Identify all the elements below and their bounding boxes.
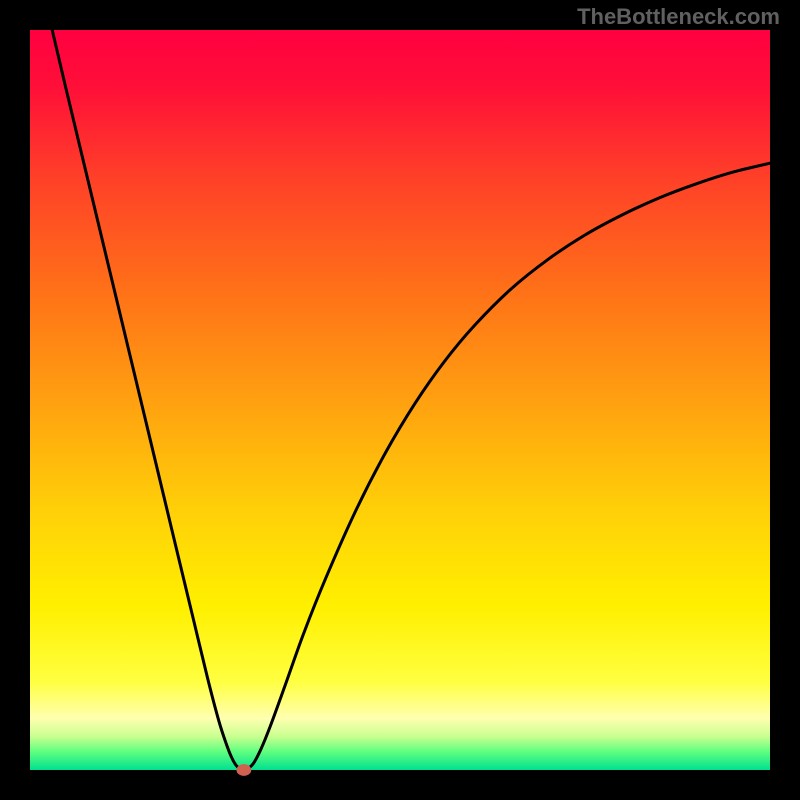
bottleneck-chart bbox=[0, 0, 800, 800]
watermark-text: TheBottleneck.com bbox=[577, 4, 780, 30]
minimum-marker bbox=[236, 764, 251, 776]
chart-container: TheBottleneck.com bbox=[0, 0, 800, 800]
